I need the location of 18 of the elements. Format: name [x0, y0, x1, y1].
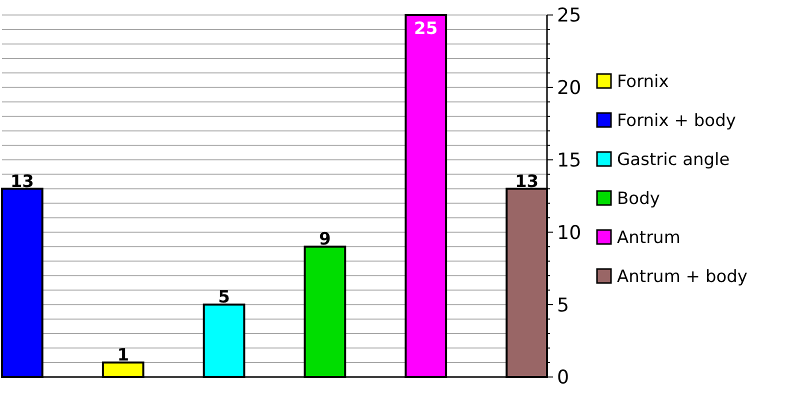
legend-label: Antrum + body: [617, 266, 748, 287]
legend-label: Gastric angle: [617, 150, 730, 170]
y-tick-label: 20: [557, 77, 582, 100]
y-tick-label: 15: [557, 149, 582, 172]
data-label: 25: [414, 19, 438, 39]
legend-label: Antrum: [617, 228, 680, 248]
legend-label: Fornix + body: [617, 110, 736, 131]
y-tick-label: 25: [557, 4, 582, 27]
data-label: 13: [514, 172, 539, 192]
legend-label: Body: [617, 188, 660, 209]
data-label: 5: [218, 288, 230, 308]
data-label: 1: [117, 346, 130, 366]
y-tick-label: 5: [557, 294, 570, 316]
legend-label: Fornix: [617, 72, 669, 92]
y-tick-label: 0: [557, 366, 570, 389]
data-label: 13: [10, 172, 34, 192]
y-tick-label: 10: [557, 222, 582, 244]
data-label: 9: [319, 230, 331, 250]
